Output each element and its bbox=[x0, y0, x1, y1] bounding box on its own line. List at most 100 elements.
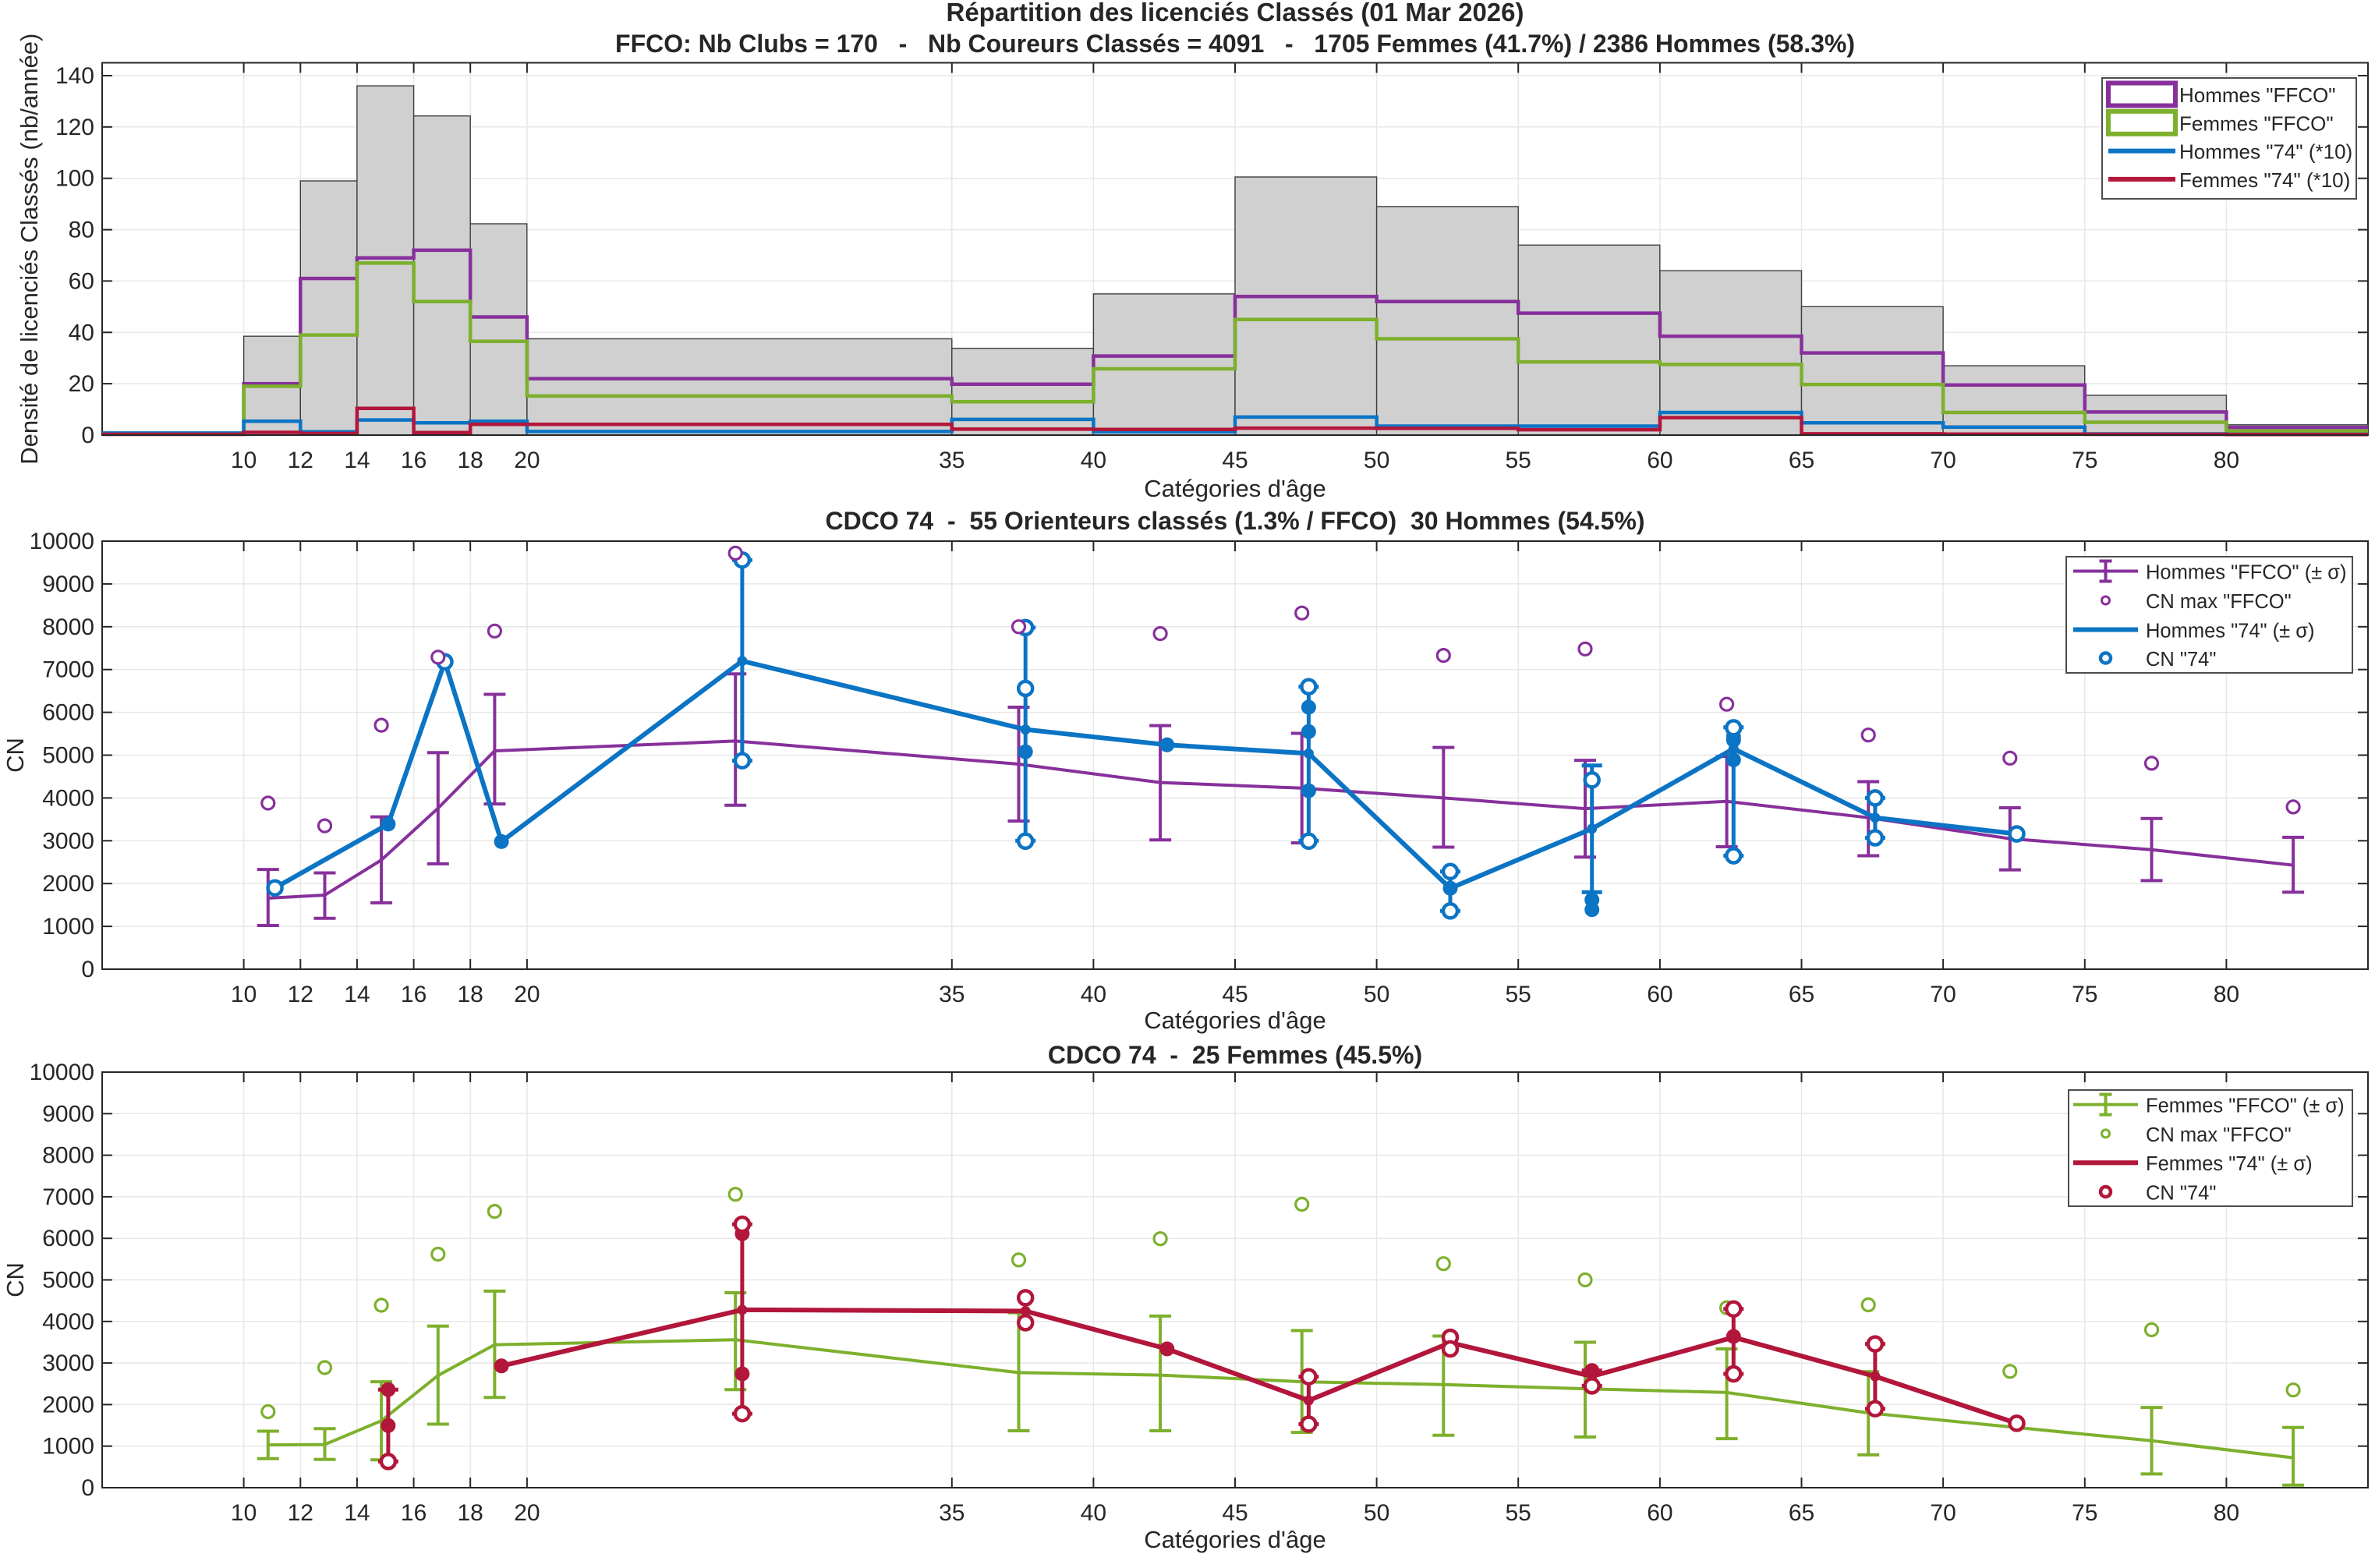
svg-text:0: 0 bbox=[81, 423, 94, 448]
svg-text:Catégories d'âge: Catégories d'âge bbox=[1144, 1526, 1326, 1553]
svg-text:7000: 7000 bbox=[42, 1184, 94, 1210]
svg-text:Femmes "FFCO": Femmes "FFCO" bbox=[2179, 111, 2334, 135]
svg-text:CN "74": CN "74" bbox=[2146, 649, 2216, 671]
svg-text:20: 20 bbox=[514, 982, 540, 1007]
svg-text:40: 40 bbox=[1081, 982, 1106, 1007]
svg-text:35: 35 bbox=[939, 448, 965, 473]
svg-text:Hommes "FFCO" (± σ): Hommes "FFCO" (± σ) bbox=[2146, 562, 2347, 584]
svg-text:CN max "FFCO": CN max "FFCO" bbox=[2146, 591, 2292, 613]
svg-text:75: 75 bbox=[2072, 1500, 2097, 1526]
svg-text:1000: 1000 bbox=[42, 1434, 94, 1460]
svg-text:CDCO 74 - 55 Orienteurs clas: CDCO 74 - 55 Orienteurs classés (1.3% / … bbox=[825, 507, 1644, 535]
svg-text:55: 55 bbox=[1506, 1500, 1531, 1526]
svg-text:65: 65 bbox=[1789, 448, 1814, 473]
svg-text:60: 60 bbox=[69, 268, 94, 294]
svg-text:9000: 9000 bbox=[42, 572, 94, 597]
svg-text:10000: 10000 bbox=[30, 529, 94, 554]
svg-text:120: 120 bbox=[55, 115, 94, 140]
svg-text:Hommes "74" (*10): Hommes "74" (*10) bbox=[2179, 140, 2352, 164]
svg-text:CDCO 74 - 25 Femmes (45.5%): CDCO 74 - 25 Femmes (45.5%) bbox=[1048, 1041, 1422, 1069]
svg-text:20: 20 bbox=[69, 371, 94, 397]
svg-text:18: 18 bbox=[458, 1500, 483, 1526]
svg-text:50: 50 bbox=[1364, 982, 1389, 1007]
svg-text:10: 10 bbox=[231, 982, 257, 1007]
svg-text:18: 18 bbox=[458, 982, 483, 1007]
svg-text:16: 16 bbox=[401, 1500, 427, 1526]
svg-text:10000: 10000 bbox=[30, 1060, 94, 1085]
svg-text:14: 14 bbox=[344, 448, 370, 473]
svg-text:CN max "FFCO": CN max "FFCO" bbox=[2146, 1124, 2292, 1146]
svg-text:2000: 2000 bbox=[42, 1392, 94, 1418]
svg-text:14: 14 bbox=[344, 1500, 370, 1526]
svg-text:8000: 8000 bbox=[42, 1143, 94, 1169]
svg-text:16: 16 bbox=[401, 982, 427, 1007]
svg-text:100: 100 bbox=[55, 166, 94, 192]
svg-text:CN: CN bbox=[2, 1262, 29, 1297]
svg-text:3000: 3000 bbox=[42, 1350, 94, 1376]
svg-text:70: 70 bbox=[1930, 1500, 1956, 1526]
svg-text:5000: 5000 bbox=[42, 1268, 94, 1294]
svg-text:12: 12 bbox=[288, 1500, 313, 1526]
svg-text:Femmes "74" (*10): Femmes "74" (*10) bbox=[2179, 168, 2350, 192]
svg-text:40: 40 bbox=[1081, 1500, 1106, 1526]
svg-text:60: 60 bbox=[1647, 448, 1672, 473]
svg-text:18: 18 bbox=[458, 448, 483, 473]
svg-text:10: 10 bbox=[231, 1500, 257, 1526]
svg-text:45: 45 bbox=[1222, 1500, 1248, 1526]
svg-text:75: 75 bbox=[2072, 982, 2097, 1007]
svg-text:12: 12 bbox=[288, 448, 313, 473]
svg-text:40: 40 bbox=[69, 320, 94, 345]
svg-text:Catégories d'âge: Catégories d'âge bbox=[1144, 1007, 1326, 1034]
svg-text:0: 0 bbox=[81, 957, 94, 982]
svg-text:65: 65 bbox=[1789, 982, 1814, 1007]
svg-text:9000: 9000 bbox=[42, 1101, 94, 1127]
svg-text:140: 140 bbox=[55, 63, 94, 89]
svg-text:16: 16 bbox=[401, 448, 427, 473]
svg-text:FFCO: Nb Clubs = 170 - Nb: FFCO: Nb Clubs = 170 - Nb Coureurs Class… bbox=[615, 30, 1855, 58]
svg-text:60: 60 bbox=[1647, 1500, 1672, 1526]
svg-text:70: 70 bbox=[1930, 448, 1956, 473]
svg-text:2000: 2000 bbox=[42, 871, 94, 897]
svg-text:7000: 7000 bbox=[42, 657, 94, 683]
svg-text:8000: 8000 bbox=[42, 614, 94, 640]
svg-text:70: 70 bbox=[1930, 982, 1956, 1007]
svg-text:40: 40 bbox=[1081, 448, 1106, 473]
svg-text:55: 55 bbox=[1506, 982, 1531, 1007]
svg-text:10: 10 bbox=[231, 448, 257, 473]
svg-text:4000: 4000 bbox=[42, 1309, 94, 1335]
svg-text:35: 35 bbox=[939, 982, 965, 1007]
svg-text:20: 20 bbox=[514, 448, 540, 473]
svg-text:80: 80 bbox=[2214, 1500, 2239, 1526]
svg-text:5000: 5000 bbox=[42, 743, 94, 769]
svg-text:Répartition des licenciés Clas: Répartition des licenciés Classés (01 Ma… bbox=[946, 0, 1524, 27]
svg-text:Femmes "74" (± σ): Femmes "74" (± σ) bbox=[2146, 1153, 2313, 1175]
svg-text:80: 80 bbox=[2214, 448, 2239, 473]
svg-text:12: 12 bbox=[288, 982, 313, 1007]
svg-text:CN: CN bbox=[2, 738, 29, 773]
svg-text:Hommes "FFCO": Hommes "FFCO" bbox=[2179, 83, 2335, 107]
svg-text:4000: 4000 bbox=[42, 785, 94, 811]
svg-text:50: 50 bbox=[1364, 448, 1389, 473]
svg-text:Hommes "74" (± σ): Hommes "74" (± σ) bbox=[2146, 621, 2314, 642]
svg-text:14: 14 bbox=[344, 982, 370, 1007]
svg-text:45: 45 bbox=[1222, 448, 1248, 473]
svg-text:6000: 6000 bbox=[42, 700, 94, 726]
svg-text:1000: 1000 bbox=[42, 914, 94, 940]
svg-text:80: 80 bbox=[2214, 982, 2239, 1007]
svg-text:35: 35 bbox=[939, 1500, 965, 1526]
svg-text:50: 50 bbox=[1364, 1500, 1389, 1526]
svg-text:CN "74": CN "74" bbox=[2146, 1183, 2216, 1205]
svg-text:60: 60 bbox=[1647, 982, 1672, 1007]
svg-text:Densité de licenciés Classés (: Densité de licenciés Classés (nb/année) bbox=[16, 34, 43, 465]
svg-text:Femmes "FFCO" (± σ): Femmes "FFCO" (± σ) bbox=[2146, 1095, 2345, 1117]
svg-text:55: 55 bbox=[1506, 448, 1531, 473]
svg-text:45: 45 bbox=[1222, 982, 1248, 1007]
svg-text:65: 65 bbox=[1789, 1500, 1814, 1526]
svg-text:Catégories d'âge: Catégories d'âge bbox=[1144, 475, 1326, 502]
svg-text:6000: 6000 bbox=[42, 1226, 94, 1251]
svg-text:75: 75 bbox=[2072, 448, 2097, 473]
svg-text:20: 20 bbox=[514, 1500, 540, 1526]
svg-text:3000: 3000 bbox=[42, 828, 94, 854]
svg-text:0: 0 bbox=[81, 1475, 94, 1501]
svg-text:80: 80 bbox=[69, 218, 94, 243]
